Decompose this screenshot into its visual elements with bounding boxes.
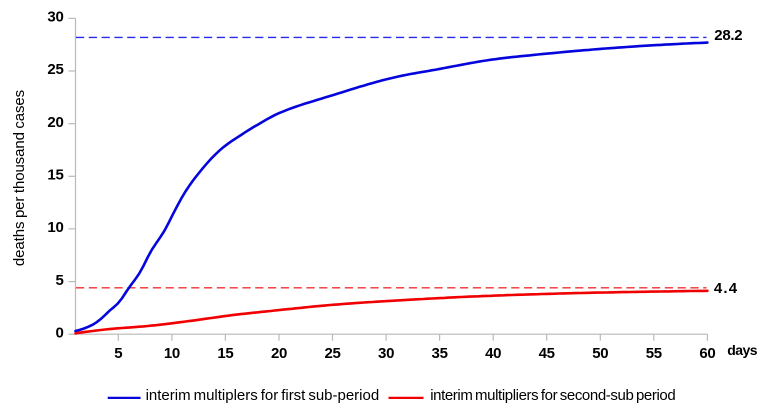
svg-text:35: 35 bbox=[432, 345, 448, 362]
svg-text:40: 40 bbox=[485, 345, 501, 362]
svg-text:15: 15 bbox=[47, 167, 63, 184]
svg-text:20: 20 bbox=[47, 114, 63, 131]
svg-text:interim multiplers for first s: interim multiplers for first sub-period bbox=[146, 387, 380, 404]
svg-text:30: 30 bbox=[47, 9, 63, 26]
svg-text:5: 5 bbox=[114, 345, 122, 362]
svg-text:30: 30 bbox=[378, 345, 394, 362]
svg-text:10: 10 bbox=[47, 219, 63, 236]
svg-text:deaths per thousand cases: deaths per thousand cases bbox=[11, 90, 28, 266]
svg-text:45: 45 bbox=[539, 345, 555, 362]
svg-text:25: 25 bbox=[47, 61, 63, 78]
svg-text:20: 20 bbox=[271, 345, 287, 362]
svg-text:10: 10 bbox=[164, 345, 180, 362]
svg-text:4.4: 4.4 bbox=[714, 280, 738, 297]
svg-text:0: 0 bbox=[55, 324, 63, 341]
svg-text:days: days bbox=[727, 342, 758, 358]
svg-text:15: 15 bbox=[217, 345, 233, 362]
svg-text:60: 60 bbox=[699, 345, 715, 362]
svg-text:5: 5 bbox=[55, 272, 63, 289]
svg-text:25: 25 bbox=[324, 345, 340, 362]
svg-text:28.2: 28.2 bbox=[714, 27, 742, 44]
svg-text:50: 50 bbox=[592, 345, 608, 362]
svg-text:55: 55 bbox=[646, 345, 662, 362]
svg-text:interim multipliers for second: interim multipliers for second-sub perio… bbox=[430, 387, 675, 404]
